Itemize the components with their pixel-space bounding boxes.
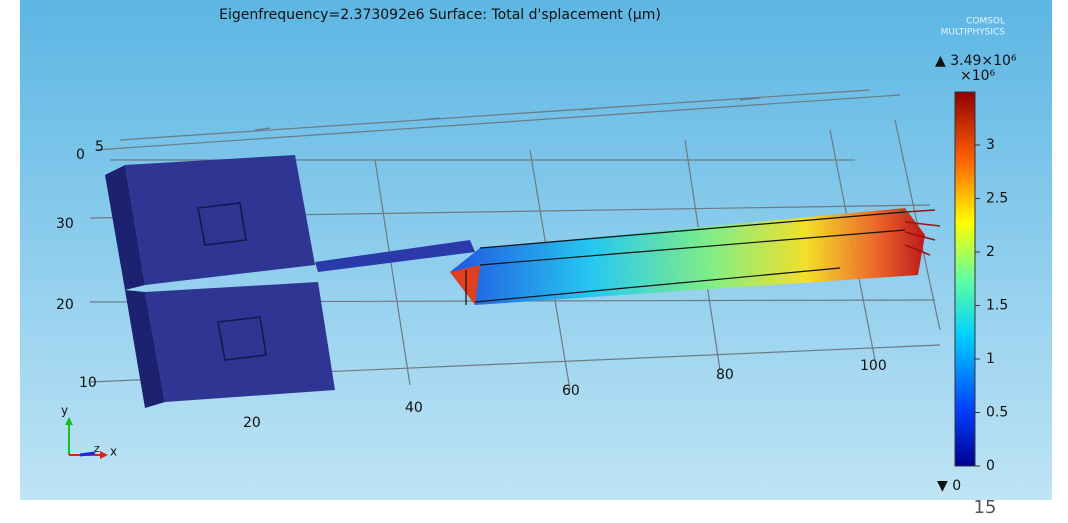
axis-label: 20 bbox=[243, 415, 261, 431]
colorbar-tick-label: 2 bbox=[986, 244, 995, 260]
colorbar-tick-label: 2.5 bbox=[986, 191, 1008, 207]
colorbar-tick-label: 1 bbox=[986, 351, 995, 367]
colorbar-tick-label: 0 bbox=[986, 458, 995, 474]
axis-label: 30 bbox=[56, 216, 74, 232]
axis-label: 60 bbox=[562, 383, 580, 399]
axis-label: 40 bbox=[405, 400, 423, 416]
colorbar-max: ▲ 3.49×10⁶ bbox=[935, 53, 1017, 69]
plot-title: Eigenfrequency=2.373092e6 Surface: Total… bbox=[219, 7, 661, 23]
axis-label: 100 bbox=[860, 358, 887, 374]
colorbar-tick-label: 1.5 bbox=[986, 298, 1008, 314]
page-number: 15 bbox=[974, 497, 997, 518]
triad-label: y bbox=[61, 404, 68, 418]
logo-text: COMSOL bbox=[966, 17, 1005, 27]
triad-label: z bbox=[94, 442, 100, 455]
colorbar-min: ▼ 0 bbox=[937, 478, 961, 494]
colorbar-tick-label: 3 bbox=[986, 137, 995, 153]
axis-label: 0 bbox=[76, 147, 85, 163]
triad-label: x bbox=[110, 445, 117, 459]
axis-label: 20 bbox=[56, 297, 74, 313]
axis-label: 10 bbox=[79, 375, 97, 391]
colorbar-tick-label: 0.5 bbox=[986, 405, 1008, 421]
colorbar bbox=[955, 92, 975, 466]
screenshot: Eigenfrequency=2.373092e6 Surface: Total… bbox=[0, 0, 1068, 519]
colorbar-multiplier: ×10⁶ bbox=[960, 68, 996, 84]
logo-text: MULTIPHYSICS bbox=[941, 28, 1006, 38]
axis-label: 80 bbox=[716, 367, 734, 383]
axis-label: 5 bbox=[95, 139, 104, 155]
